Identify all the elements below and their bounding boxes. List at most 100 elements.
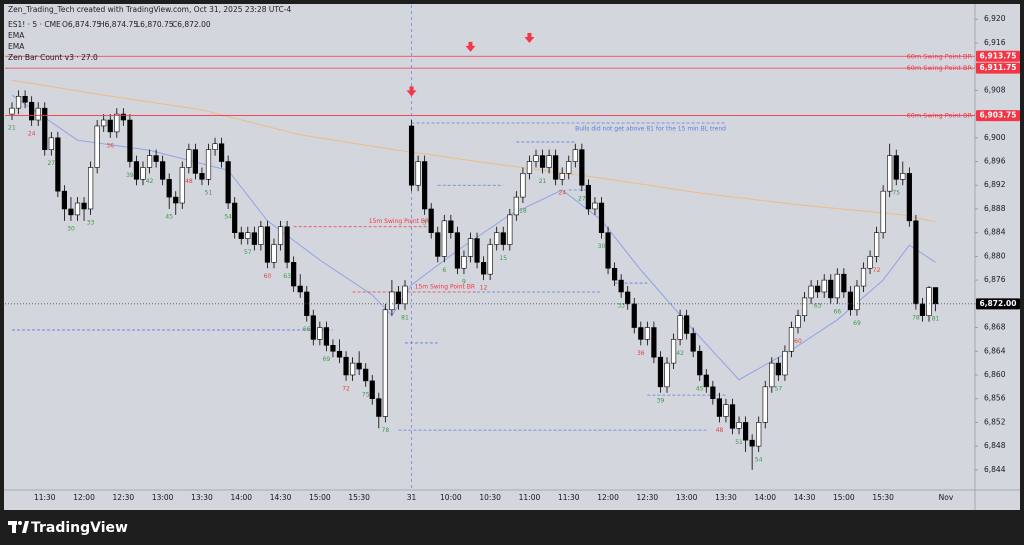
candle-body <box>395 291 402 305</box>
indicator: EMA <box>8 42 25 51</box>
y-tick-label: 6,908 <box>984 85 1006 94</box>
bar-count: 39 <box>657 397 665 404</box>
candle-body <box>690 333 696 352</box>
candle-body <box>238 232 244 239</box>
level-text: 60m Swing Point BR <box>907 112 973 120</box>
credit: Zen_Trading_Tech created with TradingVie… <box>8 5 291 14</box>
ohlc-high: H6,874.75 <box>99 20 138 29</box>
plot: 6,844 6,848 6,852 6,856 6,860 6,864 6,868 6,872… <box>5 5 1020 502</box>
candle-body <box>756 422 762 447</box>
bar-count: 45 <box>165 213 173 220</box>
candle-body <box>35 107 41 121</box>
candle-body <box>107 119 113 133</box>
bar-count: 48 <box>185 178 193 185</box>
candle-body <box>808 285 814 299</box>
y-tick-label: 6,860 <box>984 370 1006 379</box>
candle-body <box>402 285 408 305</box>
candle-body <box>598 202 605 233</box>
candle-body <box>173 196 179 204</box>
dashed-level-text: Bulls did not get above 81 for the 15 mi… <box>575 125 726 132</box>
candle-body <box>847 291 853 311</box>
bar-count: 9 <box>462 279 466 286</box>
candle-body <box>926 287 932 316</box>
candle-body <box>88 167 94 210</box>
candle-body <box>42 107 48 150</box>
bar-count: 48 <box>716 427 724 434</box>
candle-body <box>795 315 801 328</box>
candle-body <box>304 291 310 316</box>
x-tick-label: 14:30 <box>270 493 292 502</box>
x-tick-label: 11:00 <box>519 493 541 502</box>
candle-body <box>415 161 421 186</box>
candle-body <box>382 309 388 417</box>
last-price-badge <box>976 298 1020 310</box>
level-badge <box>976 110 1020 122</box>
candle-body <box>258 226 264 245</box>
x-tick-label: Nov <box>939 493 954 502</box>
x-tick-label: 13:30 <box>191 493 213 502</box>
candle-body <box>277 226 284 245</box>
bar-count: 36 <box>106 142 114 149</box>
candle-body <box>232 202 238 233</box>
bar-count: 72 <box>873 267 881 274</box>
candle-body <box>61 190 67 210</box>
candle-body <box>585 184 591 210</box>
last-price-label: 6,872.00 <box>979 299 1016 308</box>
y-tick-label: 6,888 <box>984 204 1006 213</box>
bar-count: 78 <box>912 314 920 321</box>
y-tick-label: 6,920 <box>984 14 1006 23</box>
indicator: Zen Bar Count v3 · 27.0 <box>8 53 98 62</box>
candle-body <box>919 303 926 316</box>
y-tick-label: 6,844 <box>984 465 1006 474</box>
bar-count: 51 <box>735 439 743 446</box>
ohlc-open: O6,874.75 <box>62 20 102 29</box>
candle-body <box>782 350 788 376</box>
x-tick-label: 13:30 <box>715 493 737 502</box>
y-tick-label: 6,864 <box>984 346 1006 355</box>
candle-body <box>932 287 939 305</box>
level-badge-label: 6,913.75 <box>979 51 1016 60</box>
candle-body <box>160 161 166 180</box>
bar-count: 30 <box>67 225 75 232</box>
level-badge-label: 6,911.75 <box>979 63 1016 72</box>
bar-count: 24 <box>558 190 566 197</box>
candle-body <box>539 155 546 168</box>
bar-count: 75 <box>362 391 370 398</box>
bar-count: 75 <box>892 190 900 197</box>
candle-body <box>710 386 716 399</box>
x-tick-label: 10:30 <box>479 493 501 502</box>
candle-body <box>762 386 768 423</box>
candle-body <box>860 267 867 287</box>
candle-body <box>566 161 572 174</box>
candle-body <box>454 232 461 269</box>
candle-body <box>729 404 736 429</box>
candle-body <box>841 273 847 293</box>
candle-body <box>684 315 690 334</box>
y-tick-label: 6,896 <box>984 157 1006 166</box>
candle-body <box>120 113 126 121</box>
candle-body <box>369 380 375 399</box>
y-tick-label: 6,880 <box>984 251 1006 260</box>
level-badge <box>976 62 1020 74</box>
candle-body <box>887 155 893 192</box>
candle-body <box>166 179 172 198</box>
bar-count: 12 <box>480 285 488 292</box>
bar-count: 15 <box>499 255 507 262</box>
bar-count: 54 <box>224 213 232 220</box>
candle-body <box>356 362 362 370</box>
candle-body <box>94 125 100 168</box>
candle-body <box>461 256 467 269</box>
bar-count: 42 <box>146 178 154 185</box>
bar-count: 69 <box>323 356 331 363</box>
candle-body <box>854 285 860 311</box>
candle-body <box>533 155 539 162</box>
candle-body <box>873 232 880 257</box>
level-badge <box>976 50 1020 62</box>
candle-body <box>74 202 81 216</box>
candle-body <box>186 149 192 168</box>
candle-body <box>664 362 670 388</box>
candle-body <box>605 232 611 269</box>
x-tick-label: 14:00 <box>754 493 776 502</box>
level-badge-label: 6,903.75 <box>979 111 1016 120</box>
candle-body <box>264 226 271 263</box>
